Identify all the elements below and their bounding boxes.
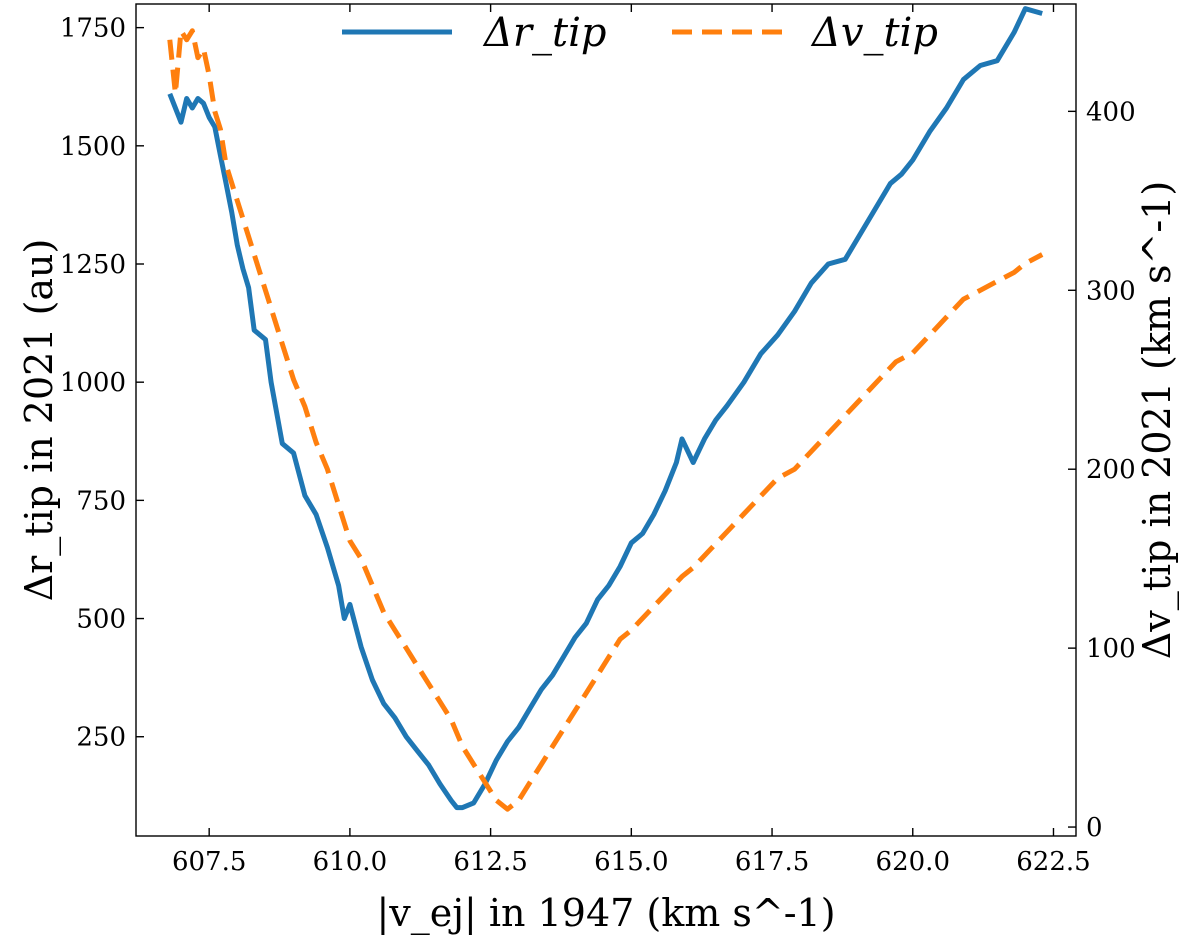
y2-tick-label: 200: [1086, 455, 1136, 485]
x-tick-label: 620.0: [876, 847, 950, 877]
series-layer: [167, 6, 1044, 812]
x-tick-label: 612.5: [453, 847, 527, 877]
y2-tick-label: 0: [1086, 813, 1103, 843]
y-tick-label: 500: [76, 605, 126, 635]
series-line-dr-tip: [167, 6, 1043, 811]
x-axis-title: |v_ej| in 1947 (km s^-1): [376, 891, 835, 936]
legend-label-dv-tip: Δv_tip: [810, 10, 938, 56]
x-tick-label: 610.0: [313, 847, 387, 877]
x-tick-label: 615.0: [594, 847, 668, 877]
y2-axis-ticks: 0 100 200 300 400: [1068, 97, 1136, 843]
y-tick-label: 1000: [60, 368, 126, 398]
x-axis-ticks: 607.5 610.0 612.5 615.0 617.5 620.0 622.5: [172, 4, 1091, 877]
plot-frame: [135, 3, 1077, 837]
x-tick-label: 617.5: [735, 847, 809, 877]
y-tick-label: 1500: [60, 132, 126, 162]
y-tick-label: 250: [76, 723, 126, 753]
y-axis-title: Δr_tip in 2021 (au): [17, 239, 62, 602]
plot-area: [135, 3, 1077, 837]
legend: Δr_tip Δv_tip: [342, 10, 938, 56]
y2-tick-label: 300: [1086, 276, 1136, 306]
y-axis-ticks: 250 500 750 1000 1250 1500 1750: [60, 14, 144, 753]
y2-tick-label: 400: [1086, 97, 1136, 127]
y2-axis-title: Δv_tip in 2021 (km s^-1): [1135, 181, 1180, 659]
x-tick-label: 607.5: [172, 847, 246, 877]
y-tick-label: 1250: [60, 250, 126, 280]
series-line-dv-tip: [167, 28, 1044, 812]
y-tick-label: 750: [76, 486, 126, 516]
x-tick-label: 622.5: [1016, 847, 1090, 877]
legend-label-dr-tip: Δr_tip: [482, 10, 606, 56]
y-tick-label: 1750: [60, 14, 126, 44]
y2-tick-label: 100: [1086, 634, 1136, 664]
